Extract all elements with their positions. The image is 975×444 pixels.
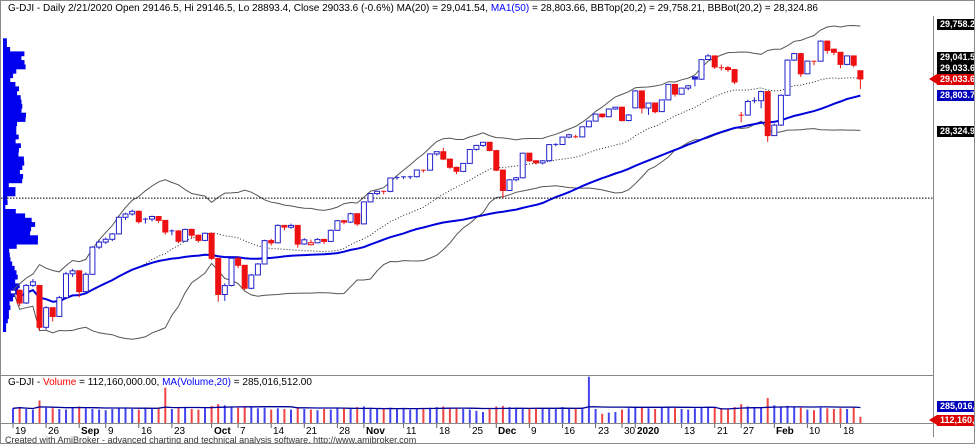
volume-title-value: = 112,160,000.00,: [76, 377, 163, 388]
volume-title-ma-text: MA(Volume,20): [162, 377, 232, 388]
price-axis-label: 28,803.7: [937, 89, 974, 101]
last-price-label: 29,033.6: [929, 73, 974, 85]
price-axis-label: 29,041.5: [937, 51, 974, 63]
x-axis-month-label: Nov: [366, 426, 385, 437]
volume-title-symbol: G-DJI -: [8, 377, 43, 388]
x-axis-day-label: 9: [108, 426, 114, 437]
x-axis-day-label: 14: [273, 426, 285, 437]
x-axis-month-label: Feb: [776, 426, 794, 437]
x-axis-day-label: 26: [48, 426, 60, 437]
x-axis-day-label: 30: [624, 426, 636, 437]
x-axis-day-label: 16: [564, 426, 576, 437]
volume-title-volume-text: Volume: [43, 377, 77, 388]
x-axis-day-label: 10: [809, 426, 821, 437]
volume-title-ma-value: = 285,016,512.00: [231, 377, 312, 388]
ma50-line-layer: [12, 94, 861, 303]
title-ohlc-text: G-DJI - Daily 2/21/2020 Open 29146.5, Hi…: [8, 3, 491, 14]
x-axis-month-label: Dec: [498, 426, 517, 437]
volume-bars-layer: [12, 376, 862, 424]
last-volume-label: 112,160,0: [929, 414, 974, 426]
x-axis-month-label: 2020: [637, 426, 660, 437]
volume-ma-line-layer: [12, 406, 861, 410]
ma20-line-layer: [12, 77, 861, 303]
price-axis-label: 29,758.2: [937, 18, 974, 30]
price-axis-label: 28,324.9: [937, 125, 974, 137]
x-axis-ticks: [12, 424, 841, 428]
x-axis-day-label: 28: [339, 426, 351, 437]
x-axis-day-label: 9: [531, 426, 537, 437]
x-axis-day-label: 23: [174, 426, 186, 437]
title-ma1-50-text: MA1(50): [490, 3, 530, 14]
x-axis-month-label: Sep: [81, 426, 100, 437]
x-axis-day-label: 25: [472, 426, 484, 437]
status-bar-text: Created with AmiBroker - advanced charti…: [5, 435, 417, 444]
volume-at-price-layer: [3, 38, 38, 332]
x-axis-day-label: 7: [240, 426, 246, 437]
x-axis-day-label: 21: [306, 426, 318, 437]
x-axis-day-label: 18: [439, 426, 451, 437]
last-value-arrow-icon: [929, 414, 937, 425]
x-axis-day-label: 18: [843, 426, 855, 437]
x-axis-day-label: 23: [598, 426, 610, 437]
volume-axis-label: 285,016,5: [937, 400, 974, 412]
price-axis-label: 29,033.6: [937, 62, 974, 74]
x-axis-day-label: 11: [406, 426, 417, 437]
x-axis-day-label: 19: [15, 426, 27, 437]
candlesticks-layer: [10, 40, 864, 331]
last-value-arrow-icon: [929, 73, 937, 84]
x-axis-month-label: Oct: [214, 426, 231, 437]
volume-pane-title: G-DJI - Volume = 112,160,000.00, MA(Volu…: [8, 377, 312, 389]
x-axis-day-label: 13: [684, 426, 696, 437]
price-pane-title: G-DJI - Daily 2/21/2020 Open 29146.5, Hi…: [8, 3, 818, 15]
x-axis-day-label: 16: [141, 426, 153, 437]
x-axis-day-label: 21: [717, 426, 729, 437]
title-bbands-text: = 28,803.66, BBTop(20,2) = 29,758.21, BB…: [529, 3, 818, 14]
pane-frame-lines: [1, 16, 934, 437]
x-axis-day-label: 27: [743, 426, 755, 437]
